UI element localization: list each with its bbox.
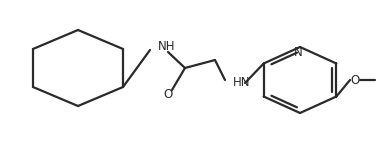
Text: HN: HN <box>233 76 250 90</box>
Text: O: O <box>163 88 173 102</box>
Text: NH: NH <box>158 40 175 54</box>
Text: N: N <box>294 46 302 60</box>
Text: O: O <box>350 74 360 87</box>
